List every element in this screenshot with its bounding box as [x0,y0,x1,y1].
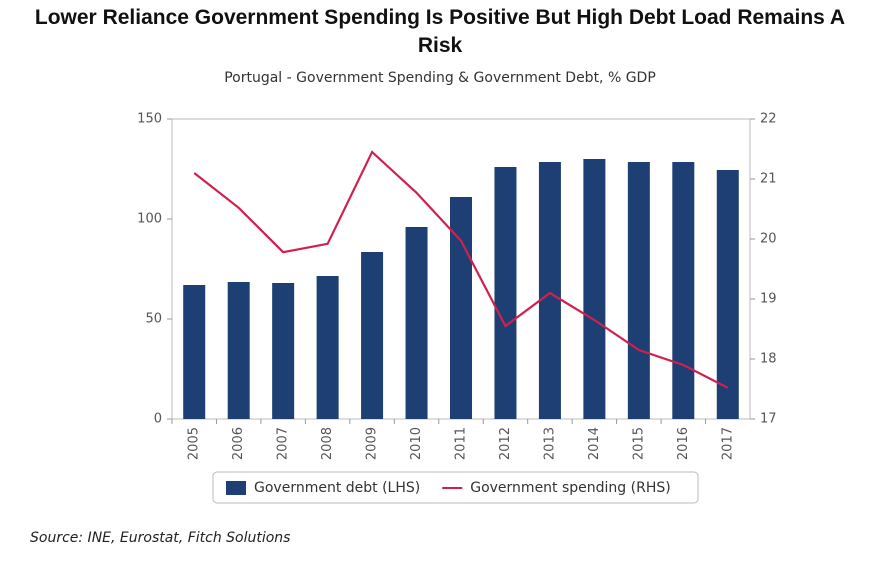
bar [316,276,339,419]
y-tick-label: 100 [137,212,162,227]
bar [183,285,206,419]
legend-label: Government spending (RHS) [470,480,670,496]
y-tick-label: 150 [137,112,162,127]
x-tick-label: 2008 [320,427,335,460]
source: Source: INE, Eurostat, Fitch Solutions [30,530,291,546]
x-tick-label: 2010 [409,427,424,460]
x-tick-label: 2014 [587,427,602,460]
x-tick-label: 2006 [231,427,246,460]
bar [450,197,472,419]
y2-tick-label: 17 [760,412,777,427]
x-tick-label: 2017 [720,427,735,460]
chart-subtitle: Portugal - Government Spending & Governm… [224,70,656,86]
chart-title: Lower Reliance Government Spending Is Po… [34,6,846,57]
bar [405,227,428,419]
y2-tick-label: 18 [760,352,777,367]
x-tick-label: 2016 [676,427,691,460]
bar [672,162,695,419]
legend-label: Government debt (LHS) [254,480,420,496]
y-tick-label: 0 [154,412,162,427]
legend-swatch [226,481,246,495]
bar [227,282,250,419]
bar [583,159,606,419]
x-tick-label: 2011 [454,427,469,460]
x-tick-label: 2012 [498,427,513,460]
bar [716,170,739,419]
x-tick-label: 2009 [365,427,380,460]
bar [494,167,517,419]
y2-tick-label: 22 [760,112,777,127]
y2-tick-label: 21 [760,172,777,187]
bar [627,162,650,419]
x-tick-label: 2007 [276,427,291,460]
y2-tick-label: 20 [760,232,777,247]
bar [361,252,384,419]
bar [538,162,561,419]
bar [272,283,295,419]
line [193,150,729,389]
x-tick-label: 2013 [542,427,557,460]
y2-tick-label: 19 [760,292,777,307]
y-tick-label: 50 [145,312,162,327]
x-tick-label: 2015 [631,427,646,460]
x-tick-label: 2005 [187,427,202,460]
